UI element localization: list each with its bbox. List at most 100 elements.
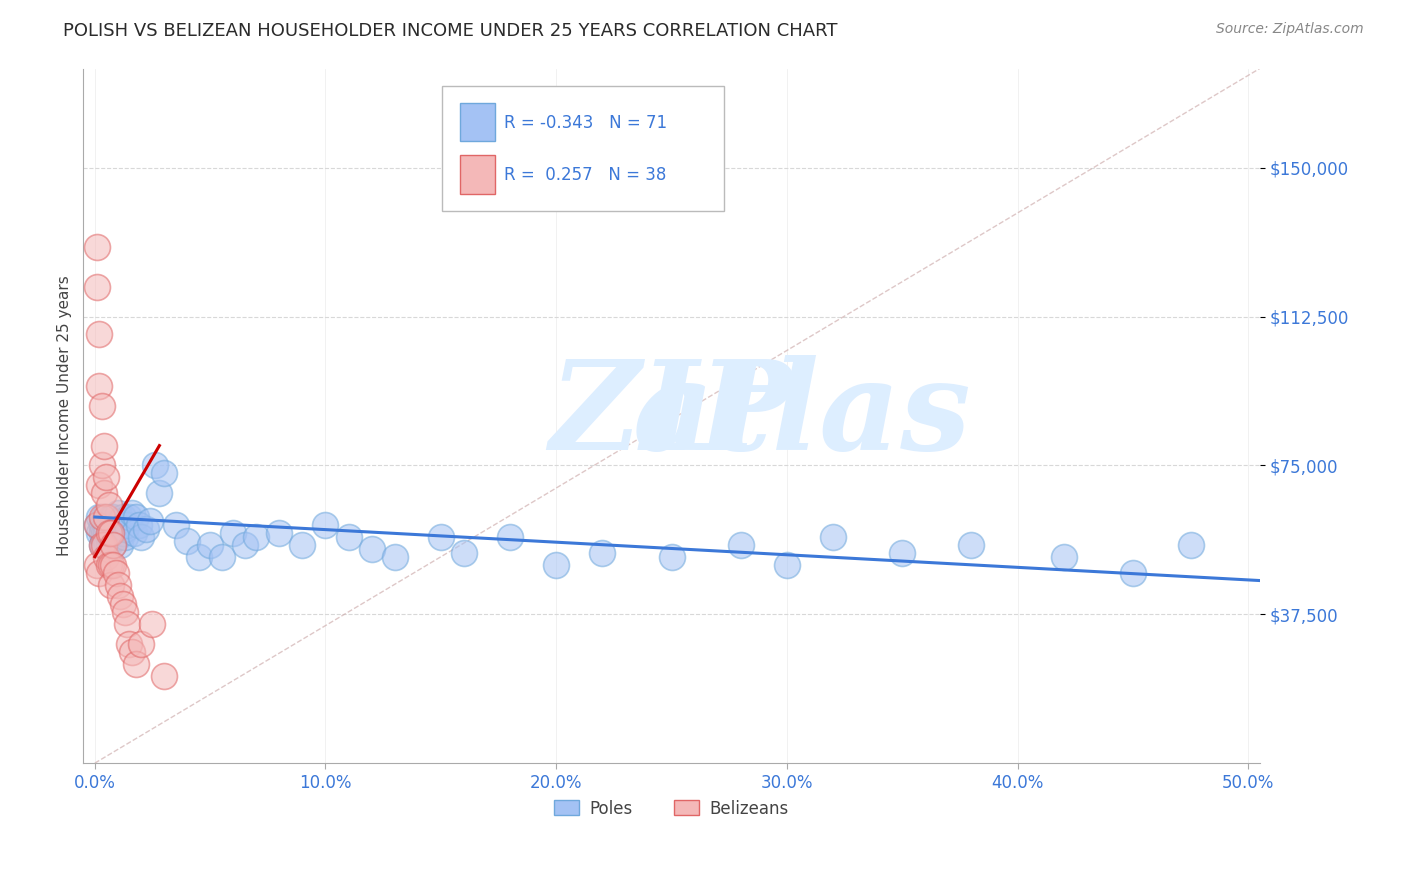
Point	[86, 240, 108, 254]
Point	[776, 558, 799, 572]
Point	[90, 399, 112, 413]
Point	[96, 518, 118, 533]
Point	[97, 525, 120, 540]
Point	[821, 530, 844, 544]
Point	[89, 525, 111, 540]
Point	[148, 486, 170, 500]
Point	[222, 525, 245, 540]
Point	[89, 379, 111, 393]
Point	[115, 518, 138, 533]
Point	[103, 538, 125, 552]
Point	[114, 522, 136, 536]
Point	[269, 525, 291, 540]
Point	[165, 518, 187, 533]
Point	[176, 533, 198, 548]
Point	[111, 510, 134, 524]
Point	[129, 530, 152, 544]
Point	[115, 617, 138, 632]
Point	[103, 518, 125, 533]
Point	[93, 439, 115, 453]
Point	[337, 530, 360, 544]
Point	[128, 518, 150, 533]
Point	[100, 558, 122, 572]
Point	[97, 530, 120, 544]
Point	[90, 538, 112, 552]
Point	[104, 530, 127, 544]
Point	[103, 510, 125, 524]
Point	[187, 549, 209, 564]
Point	[141, 617, 163, 632]
Point	[121, 645, 143, 659]
Point	[360, 541, 382, 556]
Text: R = -0.343   N = 71: R = -0.343 N = 71	[505, 113, 668, 132]
Point	[97, 538, 120, 552]
Point	[118, 510, 141, 524]
Point	[1180, 538, 1202, 552]
Point	[730, 538, 752, 552]
Y-axis label: Householder Income Under 25 years: Householder Income Under 25 years	[58, 276, 72, 557]
Point	[111, 598, 134, 612]
Point	[107, 506, 129, 520]
Point	[100, 525, 122, 540]
Point	[546, 558, 568, 572]
Point	[114, 530, 136, 544]
Point	[118, 637, 141, 651]
Point	[89, 566, 111, 580]
Point	[122, 525, 145, 540]
Text: Source: ZipAtlas.com: Source: ZipAtlas.com	[1216, 22, 1364, 37]
Point	[90, 538, 112, 552]
Point	[90, 510, 112, 524]
Point	[89, 510, 111, 524]
Point	[86, 518, 108, 533]
Point	[1122, 566, 1144, 580]
Point	[591, 546, 613, 560]
Point	[89, 327, 111, 342]
Legend: Poles, Belizeans: Poles, Belizeans	[548, 793, 796, 824]
Point	[93, 525, 115, 540]
Point	[108, 590, 131, 604]
Point	[211, 549, 233, 564]
Point	[104, 522, 127, 536]
Point	[93, 510, 115, 524]
Point	[430, 530, 453, 544]
Point	[453, 546, 475, 560]
Point	[198, 538, 221, 552]
Point	[96, 533, 118, 548]
Bar	[460, 155, 495, 194]
Point	[384, 549, 406, 564]
Point	[104, 566, 127, 580]
Point	[114, 605, 136, 619]
Point	[96, 470, 118, 484]
Text: atlas: atlas	[373, 355, 970, 476]
Point	[93, 533, 115, 548]
Point	[661, 549, 683, 564]
Point	[97, 498, 120, 512]
Point	[93, 486, 115, 500]
Text: R =  0.257   N = 38: R = 0.257 N = 38	[505, 166, 666, 184]
Point	[125, 510, 148, 524]
Point	[100, 533, 122, 548]
Point	[121, 506, 143, 520]
Point	[108, 538, 131, 552]
Point	[100, 577, 122, 591]
Point	[499, 530, 522, 544]
Point	[291, 538, 314, 552]
Point	[245, 530, 267, 544]
Point	[125, 657, 148, 671]
Point	[100, 510, 122, 524]
Point	[1053, 549, 1076, 564]
Point	[96, 549, 118, 564]
Point	[108, 514, 131, 528]
Point	[86, 518, 108, 533]
Point	[93, 538, 115, 552]
Point	[233, 538, 256, 552]
Point	[97, 558, 120, 572]
Point	[315, 518, 337, 533]
Point	[86, 558, 108, 572]
Text: ZIP: ZIP	[550, 355, 793, 476]
Point	[90, 518, 112, 533]
Point	[100, 525, 122, 540]
Point	[143, 458, 166, 473]
Point	[107, 577, 129, 591]
Point	[103, 538, 125, 552]
